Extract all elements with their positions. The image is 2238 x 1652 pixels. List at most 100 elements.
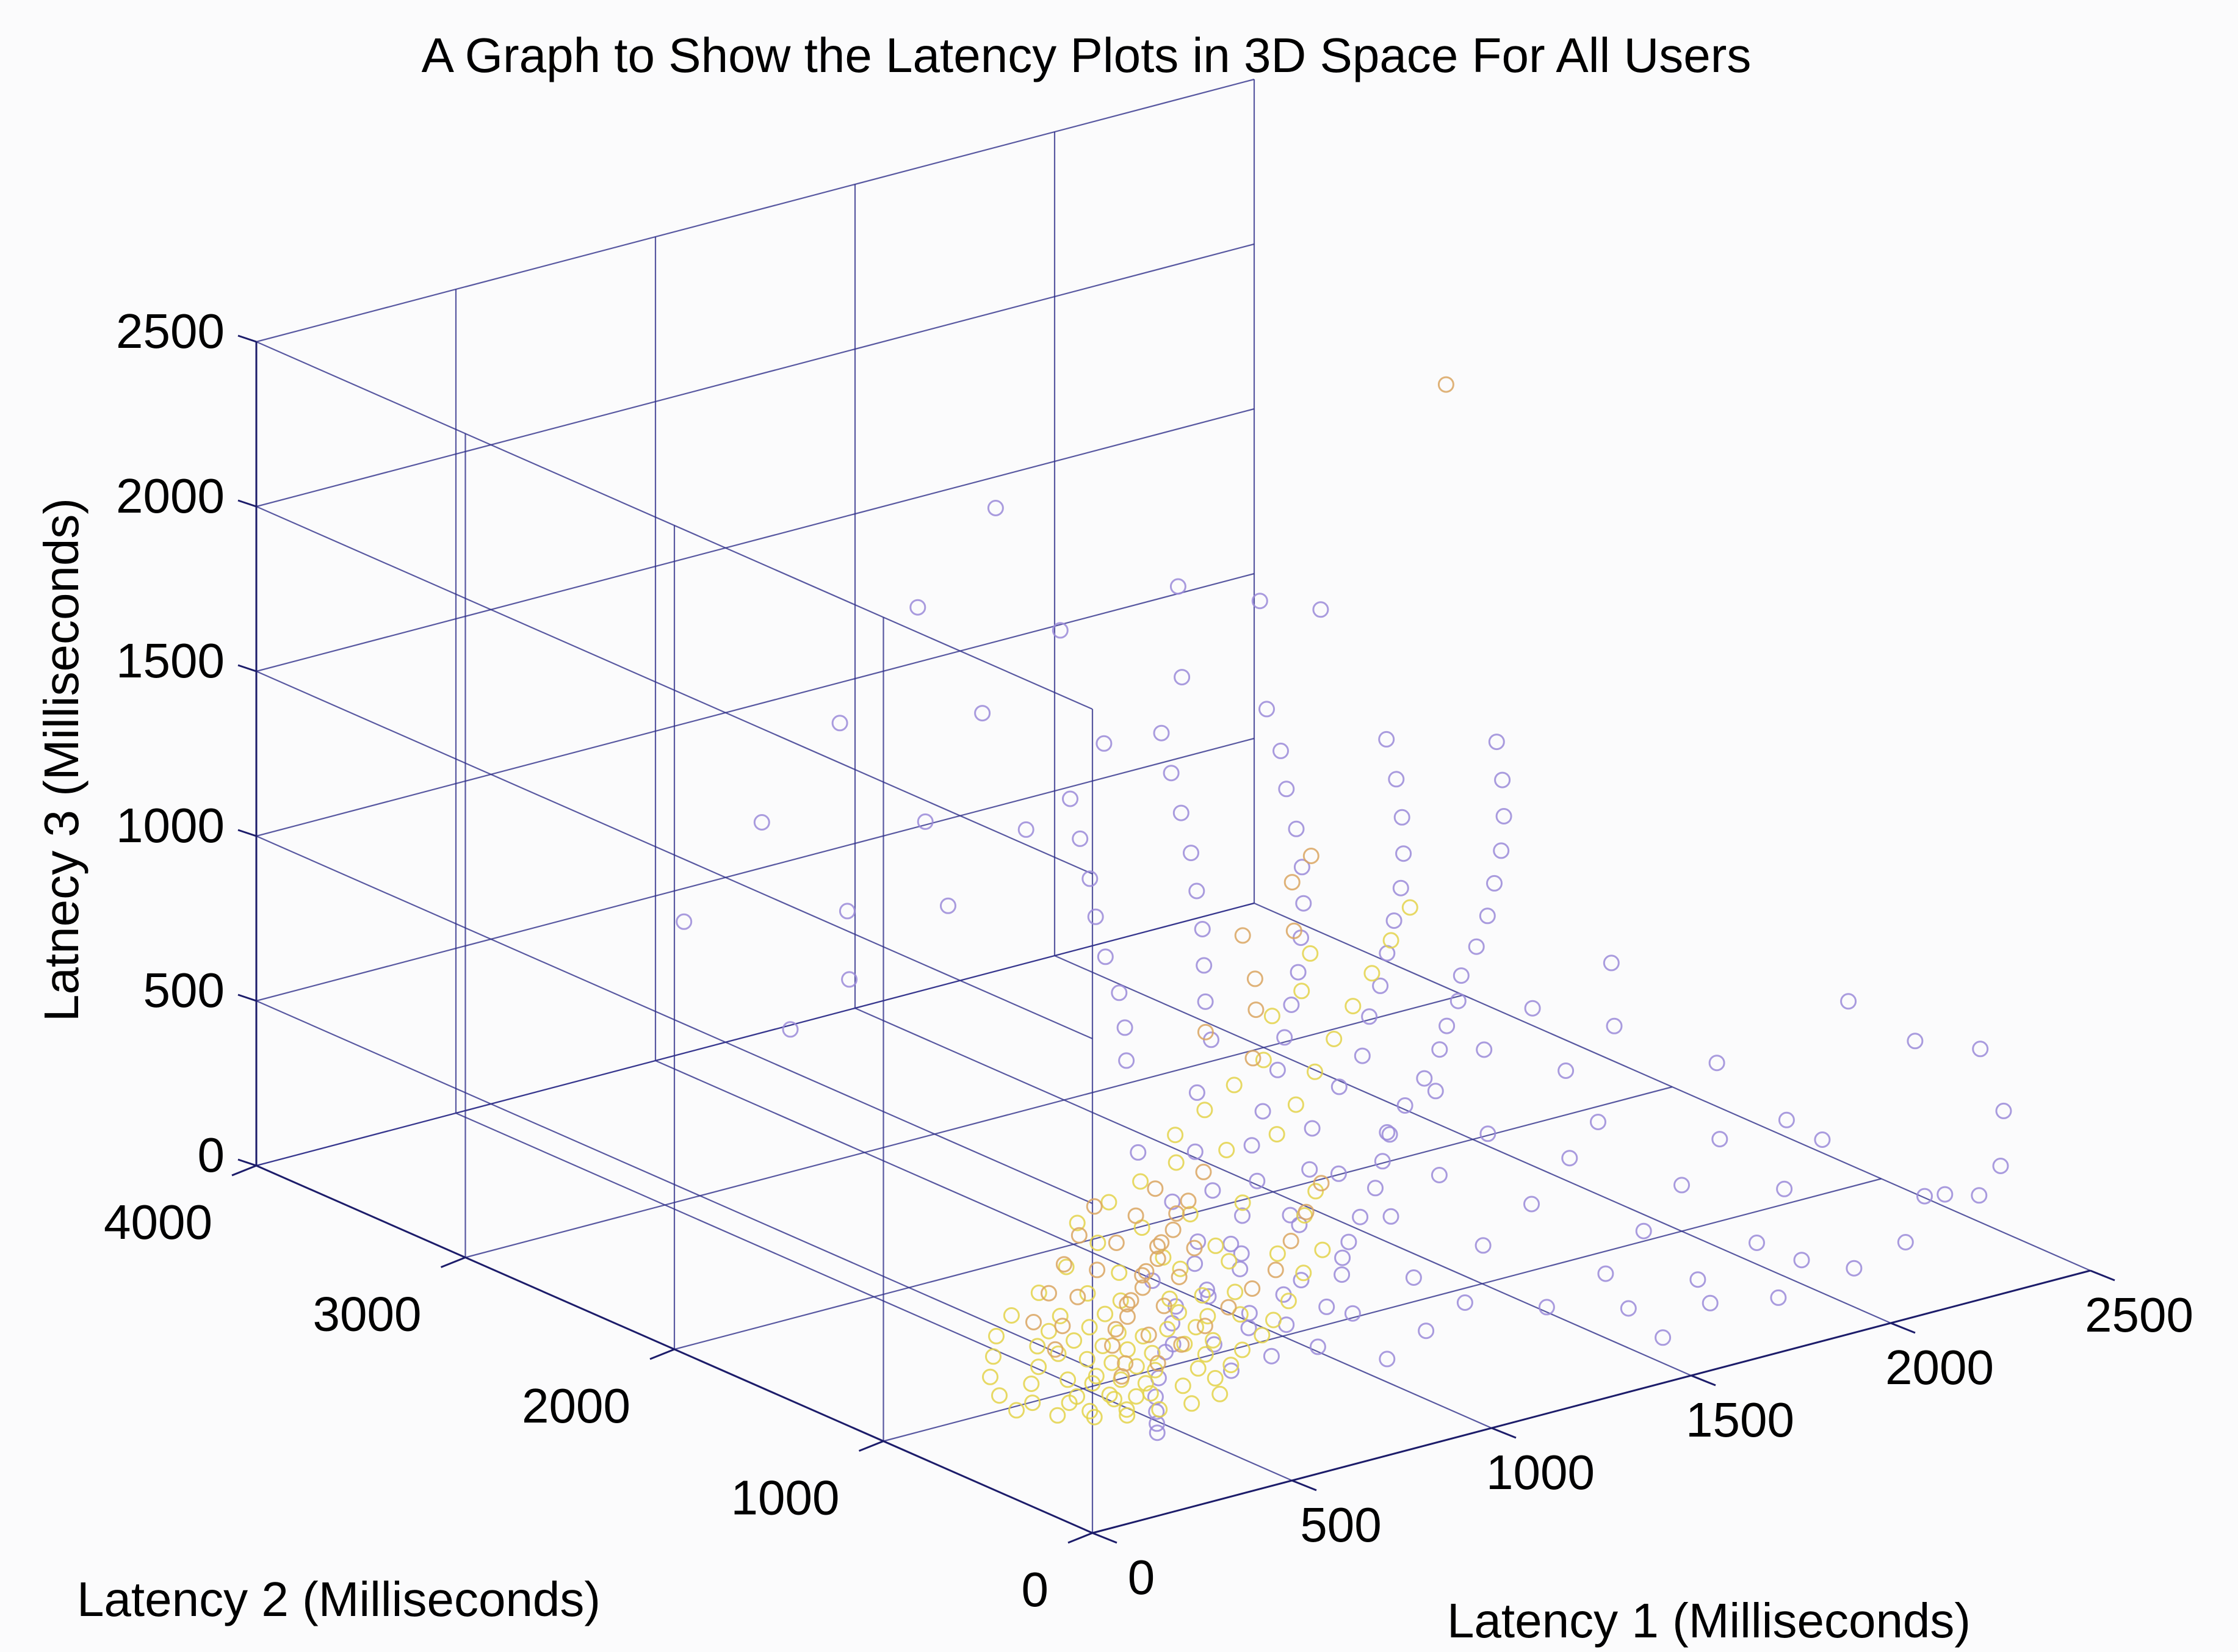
data-point: [982, 1368, 998, 1385]
z-tick-mark: [237, 994, 257, 1002]
data-point: [1047, 1341, 1064, 1358]
data-point: [1111, 1264, 1128, 1281]
data-point: [1314, 1241, 1331, 1258]
data-point: [1302, 945, 1319, 962]
data-point: [1164, 1193, 1181, 1210]
chart-title: A Graph to Show the Latency Plots in 3D …: [422, 28, 1752, 82]
data-point: [1449, 992, 1467, 1009]
data-point: [1189, 1360, 1207, 1377]
data-point: [1302, 848, 1319, 864]
data-point: [676, 913, 693, 930]
data-point: [1776, 1180, 1793, 1197]
data-point: [1244, 1050, 1262, 1067]
data-point: [1195, 1163, 1212, 1180]
data-point: [1814, 1131, 1831, 1148]
data-point: [1024, 1394, 1041, 1412]
y-tick-label: 0: [1022, 1562, 1049, 1617]
data-point: [1140, 1326, 1157, 1343]
data-point: [1381, 1126, 1398, 1143]
data-point: [1354, 1047, 1371, 1064]
data-point: [1221, 1253, 1238, 1270]
data-point: [1172, 1260, 1189, 1277]
x-axis-label: Latency 1 (Milliseconds): [1447, 1593, 1971, 1648]
data-point: [1119, 1407, 1136, 1424]
data-point: [991, 1387, 1008, 1404]
z-tick-label: 1000: [116, 798, 225, 853]
data-point: [1265, 1311, 1282, 1329]
data-point: [1290, 964, 1307, 981]
data-point: [1254, 1327, 1271, 1344]
z-tick-mark: [237, 499, 257, 508]
data-point: [1293, 859, 1310, 876]
data-point: [1326, 1031, 1343, 1047]
data-point: [1558, 1062, 1575, 1079]
data-point: [1524, 1000, 1541, 1017]
data-point: [1334, 1249, 1351, 1266]
data-point: [1081, 1319, 1098, 1336]
data-point: [1030, 1284, 1047, 1301]
data-point: [1972, 1041, 1989, 1058]
data-point: [1475, 1237, 1492, 1254]
data-point: [1023, 1376, 1040, 1392]
data-point: [1222, 1357, 1240, 1374]
data-point: [1363, 965, 1381, 982]
data-point: [1249, 1172, 1266, 1189]
data-point: [1188, 1319, 1204, 1336]
x-axis-line: [1092, 1269, 2091, 1534]
data-point: [831, 715, 848, 732]
data-point: [1711, 1131, 1728, 1148]
data-point: [1749, 1235, 1765, 1251]
data-point: [1937, 1186, 1954, 1203]
data-point: [1130, 1144, 1147, 1161]
data-point: [1119, 1308, 1136, 1325]
data-point: [1916, 1188, 1933, 1205]
data-point: [1116, 1019, 1133, 1036]
x-tick-mark: [2090, 1269, 2115, 1282]
data-point: [1396, 1097, 1413, 1114]
data-point: [974, 705, 991, 722]
data-point: [1186, 1239, 1203, 1257]
data-point: [1382, 1208, 1399, 1225]
data-point: [1167, 1127, 1184, 1144]
data-point: [1240, 1319, 1257, 1336]
data-point: [1523, 1196, 1540, 1213]
data-point: [1157, 1344, 1174, 1360]
data-point: [1086, 1198, 1103, 1215]
data-point: [1313, 1175, 1330, 1192]
z-tick-label: 0: [198, 1128, 225, 1182]
data-point: [1200, 1288, 1217, 1305]
data-point: [1197, 1023, 1214, 1041]
data-point: [1263, 1008, 1280, 1025]
data-point: [1169, 578, 1186, 595]
data-point: [1438, 1017, 1456, 1034]
data-point: [1137, 1375, 1154, 1392]
data-point: [1561, 1150, 1578, 1167]
data-point: [1087, 908, 1104, 925]
data-point: [1049, 1407, 1066, 1424]
data-point: [1304, 1120, 1321, 1137]
data-point: [1401, 899, 1418, 916]
data-point: [1620, 1300, 1637, 1317]
right-wall-grid-line: [256, 408, 1255, 673]
y-tick-mark: [1067, 1532, 1093, 1544]
data-point: [1008, 1402, 1025, 1419]
data-point: [1199, 1308, 1216, 1325]
data-point: [1590, 1114, 1606, 1130]
data-point: [753, 814, 770, 831]
data-point: [1196, 957, 1213, 974]
data-point: [1066, 1332, 1083, 1349]
data-point: [985, 1348, 1002, 1365]
data-point: [1222, 1362, 1240, 1379]
data-point: [1378, 730, 1395, 748]
data-point: [1041, 1322, 1057, 1340]
data-point: [1606, 1017, 1623, 1034]
data-point: [1147, 1180, 1164, 1197]
floor-grid-line: [674, 1086, 1673, 1351]
data-point: [1234, 1341, 1251, 1358]
floor-grid-line: [883, 1178, 1882, 1442]
data-point: [1153, 724, 1170, 741]
data-point: [1062, 790, 1078, 807]
data-point: [1199, 1282, 1215, 1298]
data-point: [1149, 1424, 1166, 1441]
data-point: [1052, 622, 1069, 639]
